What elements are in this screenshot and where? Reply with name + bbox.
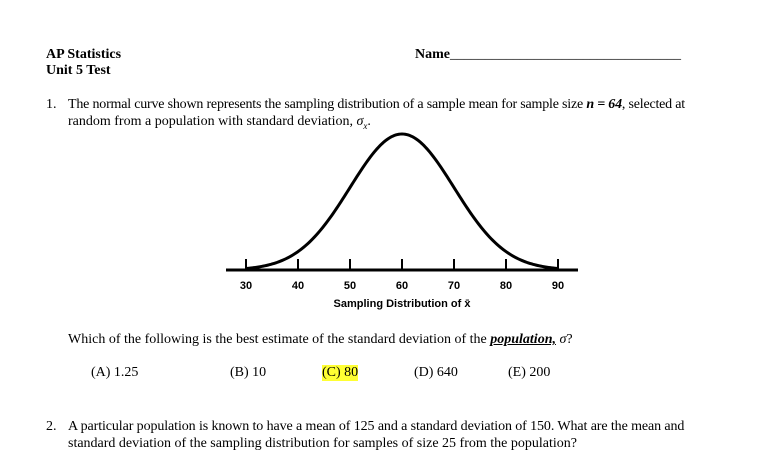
q1-sample-size: n = 64 bbox=[586, 97, 622, 112]
q2-line1: A particular population is known to have… bbox=[68, 419, 685, 434]
name-label: Name bbox=[415, 47, 450, 62]
course-title: AP Statistics bbox=[46, 47, 122, 62]
q2-line2: standard deviation of the sampling distr… bbox=[68, 436, 577, 451]
q1-line1-text: The normal curve shown represents the sa… bbox=[68, 97, 587, 112]
q1-population-emphasis: population, bbox=[490, 332, 556, 347]
choice-c[interactable]: (C) 80 bbox=[322, 365, 359, 381]
q1-sigma-subscript: x bbox=[363, 120, 368, 131]
x-tick-label: 60 bbox=[396, 280, 408, 292]
q1-line2: random from a population with standard d… bbox=[68, 113, 371, 135]
name-field: Name_________________________________ bbox=[415, 47, 681, 63]
q1-question-text: Which of the following is the best estim… bbox=[68, 332, 491, 347]
name-line: _________________________________ bbox=[450, 47, 681, 62]
q1-line2-text: random from a population with standard d… bbox=[68, 114, 357, 129]
x-tick-label: 90 bbox=[552, 280, 564, 292]
x-axis-label: Sampling Distribution of x̄ bbox=[334, 298, 472, 310]
q1-population-sigma: σ bbox=[559, 332, 567, 347]
q1-line2-end: . bbox=[367, 114, 371, 129]
q1-question: Which of the following is the best estim… bbox=[68, 331, 573, 348]
sampling-distribution-chart: 30 40 50 60 70 80 90 Sampling Distribution of … bbox=[226, 132, 578, 310]
x-tick-label: 40 bbox=[292, 280, 304, 292]
q1-question-end: ? bbox=[566, 332, 573, 347]
q1-number: 1. bbox=[46, 97, 57, 112]
unit-title: Unit 5 Test bbox=[46, 63, 111, 78]
choice-e[interactable]: (E) 200 bbox=[508, 365, 551, 380]
choice-a[interactable]: (A) 1.25 bbox=[91, 365, 139, 380]
q1-line1-end: , selected at bbox=[621, 97, 685, 112]
x-tick-label: 70 bbox=[448, 280, 460, 292]
x-tick-label: 30 bbox=[240, 280, 252, 292]
normal-curve-line bbox=[245, 132, 559, 270]
x-tick-label: 50 bbox=[344, 280, 356, 292]
x-tick-label: 80 bbox=[500, 280, 512, 292]
choice-d[interactable]: (D) 640 bbox=[414, 365, 458, 380]
q1-line1: The normal curve shown represents the sa… bbox=[68, 96, 685, 113]
choice-b[interactable]: (B) 10 bbox=[230, 365, 267, 380]
x-axis-ticks: 30 40 50 60 70 80 90 bbox=[240, 259, 564, 292]
q1-sigma-symbol: σ bbox=[356, 114, 364, 129]
q2-number: 2. bbox=[46, 419, 57, 434]
